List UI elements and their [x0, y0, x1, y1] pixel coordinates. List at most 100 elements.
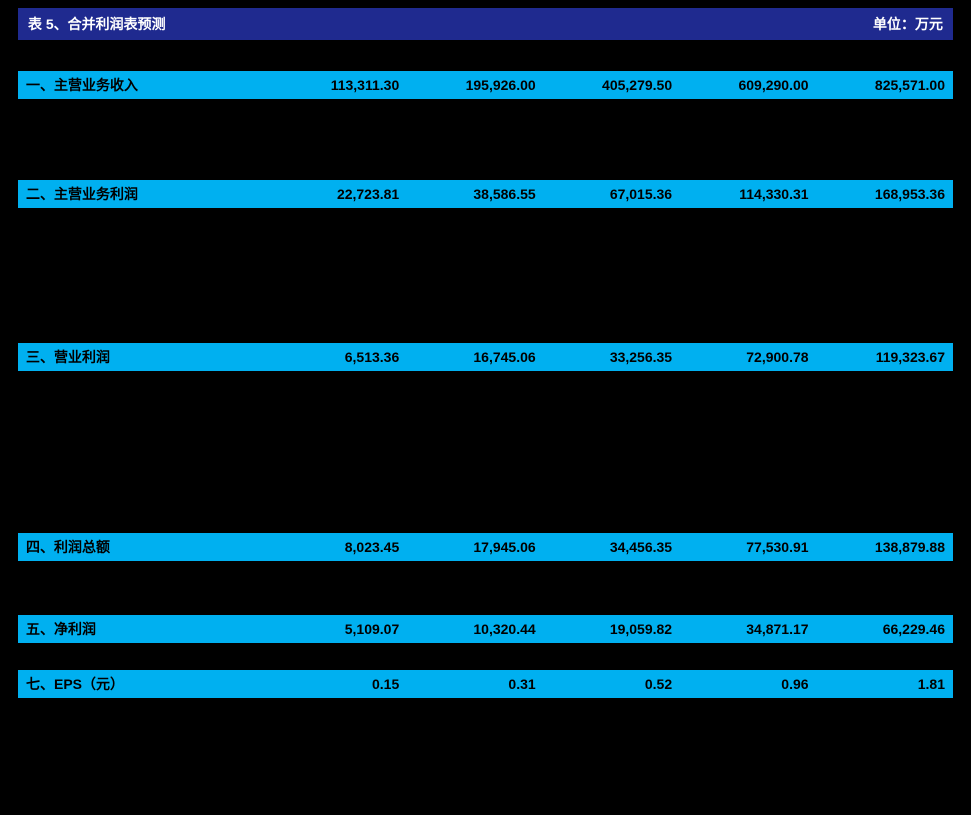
row-value: [680, 208, 816, 235]
row-value: [680, 479, 816, 506]
row-value: [271, 479, 407, 506]
row-value: [271, 506, 407, 533]
table-unit: 单位：万元: [873, 14, 943, 34]
table-row: [18, 452, 953, 479]
row-value: [817, 506, 953, 533]
row-label: 七、EPS（元）: [18, 670, 271, 698]
row-value: [817, 643, 953, 670]
row-label: 三、营业利润: [18, 343, 271, 371]
row-value: 19,059.82: [544, 615, 680, 643]
row-value: 168,953.36: [817, 180, 953, 208]
row-value: [407, 425, 543, 452]
row-label: [18, 289, 271, 316]
row-value: 10,320.44: [407, 615, 543, 643]
row-value: 113,311.30: [271, 71, 407, 99]
row-value: [817, 371, 953, 398]
row-label: 五、净利润: [18, 615, 271, 643]
row-value: 1.81: [817, 670, 953, 698]
row-value: [817, 44, 953, 71]
row-value: [271, 262, 407, 289]
row-value: [680, 316, 816, 343]
row-value: [544, 371, 680, 398]
row-label: [18, 44, 271, 71]
row-value: 66,229.46: [817, 615, 953, 643]
table-row: 五、净利润5,109.0710,320.4419,059.8234,871.17…: [18, 615, 953, 643]
row-label: [18, 561, 271, 588]
row-value: [271, 99, 407, 126]
row-value: 22,723.81: [271, 180, 407, 208]
table-row: [18, 371, 953, 398]
row-value: [271, 371, 407, 398]
table-row: [18, 289, 953, 316]
row-value: 0.52: [544, 670, 680, 698]
row-value: [407, 506, 543, 533]
row-value: [817, 588, 953, 615]
row-value: [271, 126, 407, 153]
row-value: 5,109.07: [271, 615, 407, 643]
row-value: [407, 588, 543, 615]
row-value: 67,015.36: [544, 180, 680, 208]
row-value: [817, 153, 953, 180]
table-row: [18, 588, 953, 615]
row-value: [271, 398, 407, 425]
row-value: [407, 643, 543, 670]
row-value: 0.96: [680, 670, 816, 698]
row-label: 一、主营业务收入: [18, 71, 271, 99]
row-value: [544, 235, 680, 262]
row-value: [680, 425, 816, 452]
row-value: [817, 289, 953, 316]
row-label: [18, 398, 271, 425]
row-value: [407, 208, 543, 235]
row-value: [544, 262, 680, 289]
row-value: 195,926.00: [407, 71, 543, 99]
row-value: [407, 398, 543, 425]
row-value: [407, 153, 543, 180]
row-value: [544, 99, 680, 126]
table-row: [18, 208, 953, 235]
table-row: [18, 262, 953, 289]
row-value: 6,513.36: [271, 343, 407, 371]
row-value: [817, 262, 953, 289]
row-value: [407, 561, 543, 588]
row-value: [680, 99, 816, 126]
table-row: 一、主营业务收入113,311.30195,926.00405,279.5060…: [18, 71, 953, 99]
row-value: [407, 289, 543, 316]
row-value: [817, 316, 953, 343]
row-value: [680, 153, 816, 180]
row-value: [544, 425, 680, 452]
row-value: [680, 561, 816, 588]
row-value: 34,456.35: [544, 533, 680, 561]
row-value: 0.31: [407, 670, 543, 698]
row-label: [18, 588, 271, 615]
row-value: [271, 153, 407, 180]
row-value: 609,290.00: [680, 71, 816, 99]
row-label: [18, 262, 271, 289]
table-container: 表 5、合并利润表预测 单位：万元 一、主营业务收入113,311.30195,…: [0, 0, 971, 706]
row-value: [544, 316, 680, 343]
row-value: 405,279.50: [544, 71, 680, 99]
row-value: [271, 452, 407, 479]
row-value: [817, 425, 953, 452]
row-value: [817, 398, 953, 425]
row-value: [544, 452, 680, 479]
table-row: 三、营业利润6,513.3616,745.0633,256.3572,900.7…: [18, 343, 953, 371]
row-value: 8,023.45: [271, 533, 407, 561]
row-value: [544, 44, 680, 71]
row-label: [18, 316, 271, 343]
row-value: [544, 479, 680, 506]
row-value: [544, 643, 680, 670]
row-value: [544, 561, 680, 588]
row-value: 38,586.55: [407, 180, 543, 208]
income-statement-table: 一、主营业务收入113,311.30195,926.00405,279.5060…: [18, 44, 953, 698]
row-value: [407, 126, 543, 153]
row-value: [680, 588, 816, 615]
row-value: [407, 99, 543, 126]
row-label: 二、主营业务利润: [18, 180, 271, 208]
row-value: [407, 479, 543, 506]
row-value: [817, 452, 953, 479]
row-value: [680, 452, 816, 479]
row-value: [407, 371, 543, 398]
row-value: 138,879.88: [817, 533, 953, 561]
row-value: [680, 506, 816, 533]
table-row: [18, 506, 953, 533]
